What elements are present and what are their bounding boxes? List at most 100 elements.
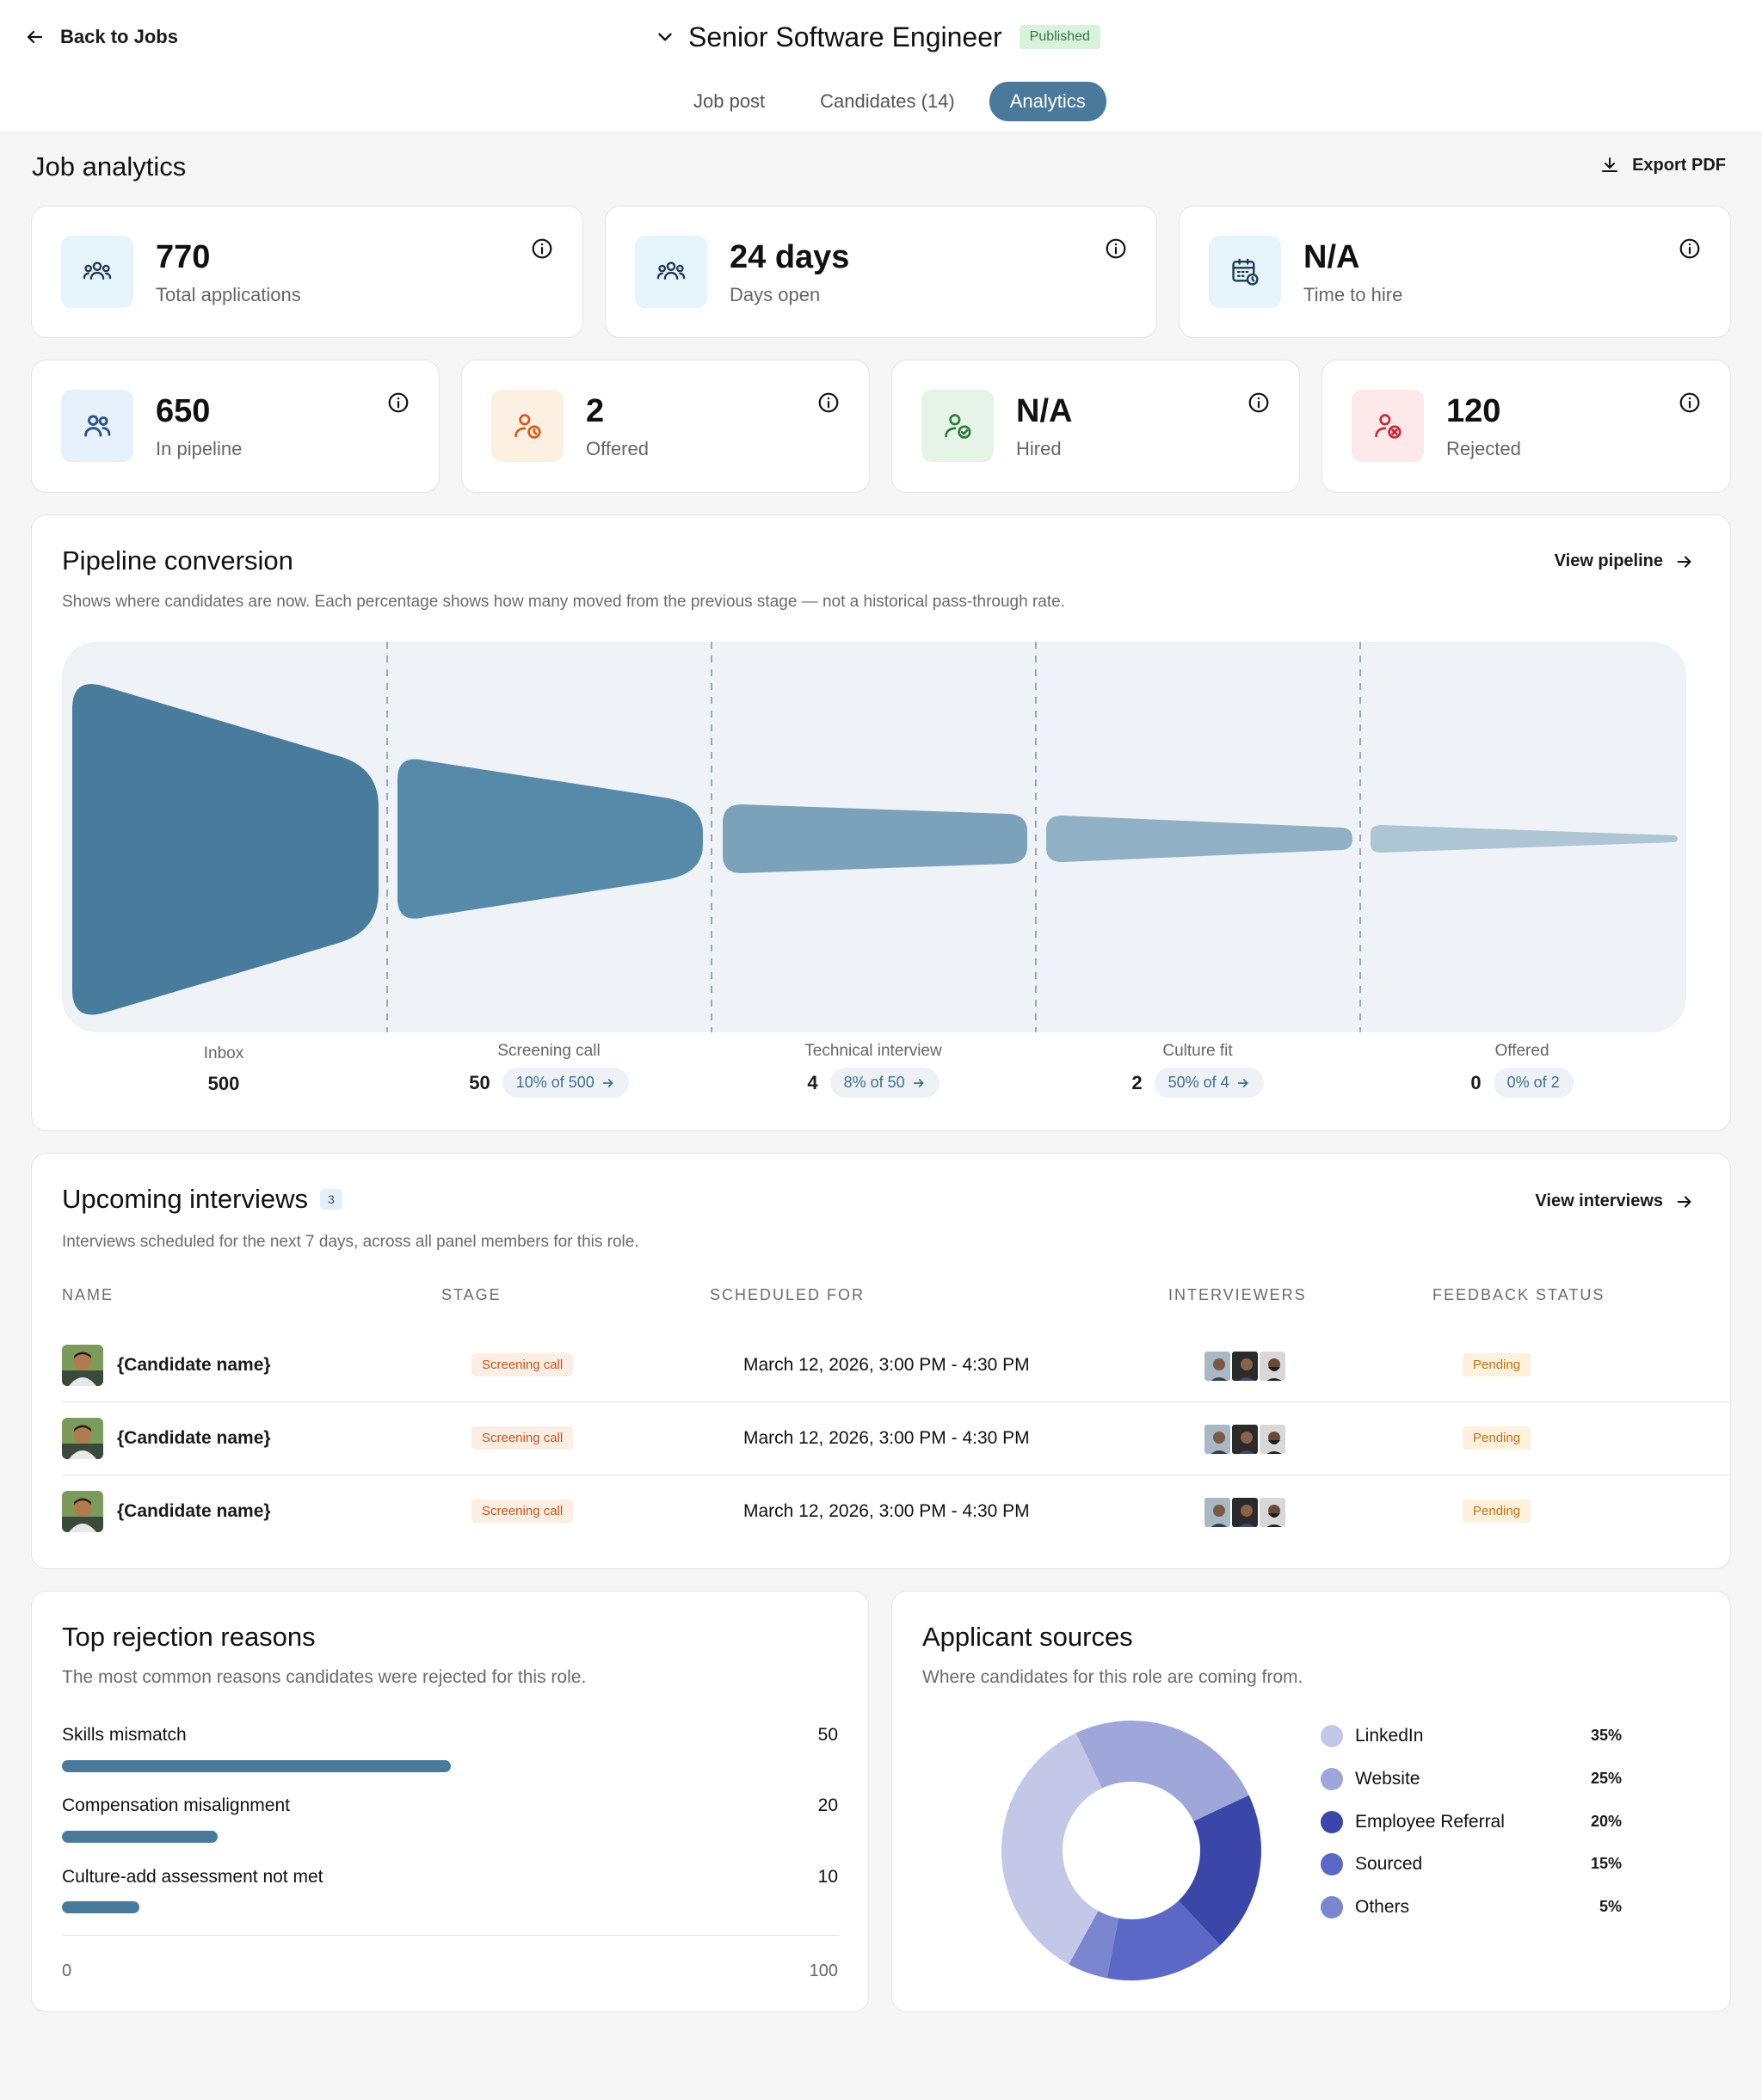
funnel-stage-inbox[interactable]	[72, 684, 379, 1015]
stat-label: Rejected	[1446, 438, 1521, 459]
tab-job-post[interactable]: Job post	[693, 90, 766, 112]
interviewer-avatar	[1203, 1350, 1232, 1383]
funnel-stage-technical-interview[interactable]	[723, 804, 1027, 873]
tab-analytics[interactable]: Analytics	[989, 82, 1106, 121]
stage-name: Offered	[1494, 1042, 1549, 1060]
table-row[interactable]: {Candidate name} Screening call March 12…	[62, 1475, 1731, 1549]
stage-badge: Screening call	[471, 1353, 574, 1376]
stage-count: 4	[807, 1071, 818, 1093]
rejection-reasons-card: Top rejection reasons The most common re…	[31, 1591, 869, 2012]
candidate-name[interactable]: {Candidate name}	[117, 1355, 271, 1375]
scheduled-time: March 12, 2026, 3:00 PM - 4:30 PM	[743, 1501, 1030, 1521]
user-clock-icon	[491, 390, 564, 462]
stage-values: 50 10% of 500	[387, 1068, 711, 1098]
funnel-stage-culture-fit[interactable]	[1046, 815, 1352, 863]
interviewer-avatars	[1203, 1496, 1287, 1529]
sources-subtitle: Where candidates for this role are comin…	[922, 1667, 1303, 1687]
back-to-jobs-link[interactable]: Back to Jobs	[24, 22, 178, 52]
legend-label: Sourced	[1355, 1854, 1423, 1874]
rejection-reason-value: 50	[817, 1725, 838, 1745]
conversion-label: 0% of 2	[1506, 1074, 1560, 1091]
view-pipeline-link[interactable]: View pipeline	[1555, 551, 1694, 571]
donut-slice-linkedin[interactable]	[1001, 1733, 1102, 1965]
legend-item: Website 25%	[1321, 1765, 1622, 1793]
column-header-name: NAME	[62, 1286, 114, 1303]
feedback-status-badge: Pending	[1463, 1500, 1531, 1523]
axis-tick-min: 0	[62, 1961, 72, 1980]
stage-name: Culture fit	[1162, 1042, 1233, 1060]
info-icon[interactable]	[1248, 391, 1270, 414]
rejection-subtitle: The most common reasons candidates were …	[62, 1667, 587, 1687]
legend-label: Employee Referral	[1355, 1812, 1505, 1832]
info-icon[interactable]	[1679, 237, 1701, 260]
conversion-pill[interactable]: 8% of 50	[829, 1068, 940, 1098]
info-icon[interactable]	[817, 391, 840, 414]
status-badge: Published	[1019, 25, 1100, 49]
conversion-label: 50% of 4	[1167, 1074, 1229, 1091]
scheduled-time: March 12, 2026, 3:00 PM - 4:30 PM	[743, 1428, 1030, 1448]
stat-label: In pipeline	[156, 438, 243, 459]
upcoming-interviews-card: Upcoming interviews 3 Interviews schedul…	[31, 1153, 1731, 1569]
column-header-stage: STAGE	[441, 1286, 502, 1303]
stage-badge: Screening call	[471, 1500, 574, 1523]
interviewer-avatar	[1258, 1496, 1287, 1529]
stage-name: Screening call	[497, 1042, 601, 1060]
rejection-bar	[62, 1901, 140, 1913]
donut-slice-others[interactable]	[1069, 1911, 1119, 1979]
stat-label: Hired	[1016, 438, 1062, 459]
stat-label: Total applications	[156, 284, 301, 305]
funnel-stage-screening-call[interactable]	[397, 759, 703, 919]
user-x-icon	[1352, 390, 1424, 462]
stat-label: Time to hire	[1303, 284, 1403, 305]
legend-value: 15%	[1590, 1855, 1622, 1872]
donut-slice-employee-referral[interactable]	[1178, 1795, 1261, 1946]
interviewer-avatars	[1203, 1423, 1287, 1456]
pipeline-subtitle: Shows where candidates are now. Each per…	[62, 593, 1065, 611]
table-row[interactable]: {Candidate name} Screening call March 12…	[62, 1402, 1731, 1475]
rejection-bar	[62, 1760, 451, 1772]
job-title: Senior Software Engineer	[688, 21, 1002, 52]
stage-count: 0	[1470, 1071, 1482, 1093]
conversion-pill[interactable]: 10% of 500	[502, 1068, 629, 1098]
interviewer-avatar	[1203, 1423, 1232, 1456]
funnel-chart	[72, 642, 1678, 1032]
applicant-sources-card: Applicant sources Where candidates for t…	[891, 1591, 1731, 2012]
arrow-left-icon	[27, 30, 43, 44]
conversion-pill[interactable]: 0% of 2	[1493, 1068, 1574, 1098]
stat-label: Offered	[586, 438, 649, 459]
donut-slice-website[interactable]	[1075, 1721, 1249, 1821]
conversion-label: 8% of 50	[843, 1074, 905, 1091]
legend-swatch	[1321, 1896, 1343, 1918]
rejection-reason-value: 10	[817, 1867, 838, 1887]
funnel-stage-offered[interactable]	[1371, 825, 1678, 853]
export-label: Export PDF	[1632, 155, 1726, 175]
arrow-right-icon	[1677, 555, 1691, 568]
stat-value: 650	[156, 393, 211, 429]
view-interviews-label: View interviews	[1535, 1192, 1663, 1210]
axis-line	[62, 1935, 840, 1936]
info-icon[interactable]	[1679, 391, 1701, 414]
stage-values: 4 8% of 50	[712, 1068, 1035, 1098]
table-row[interactable]: {Candidate name} Screening call March 12…	[62, 1329, 1731, 1402]
interviews-subtitle: Interviews scheduled for the next 7 days…	[62, 1233, 639, 1251]
view-interviews-link[interactable]: View interviews	[1535, 1192, 1694, 1211]
interviewer-avatar	[1230, 1350, 1260, 1383]
candidate-avatar	[62, 1491, 103, 1532]
stage-values: 2 50% of 4	[1036, 1068, 1359, 1098]
tab-candidates[interactable]: Candidates (14)	[820, 90, 955, 112]
info-icon[interactable]	[387, 391, 410, 414]
info-icon[interactable]	[531, 237, 553, 260]
tab-bar: Job post Candidates (14) Analytics	[673, 82, 1106, 121]
export-pdf-button[interactable]: Export PDF	[1599, 155, 1726, 176]
conversion-pill[interactable]: 50% of 4	[1154, 1068, 1264, 1098]
job-title-dropdown[interactable]: Senior Software Engineer Published	[654, 17, 1100, 57]
donut-slice-sourced[interactable]	[1106, 1900, 1221, 1980]
stat-value: 2	[586, 393, 605, 429]
legend-value: 5%	[1599, 1898, 1622, 1915]
candidate-name[interactable]: {Candidate name}	[117, 1501, 271, 1521]
legend-label: Website	[1355, 1769, 1420, 1789]
info-icon[interactable]	[1105, 237, 1127, 260]
candidate-name[interactable]: {Candidate name}	[117, 1428, 271, 1448]
axis-tick-max: 100	[809, 1961, 838, 1980]
rejection-reason-label: Culture-add assessment not met	[62, 1867, 323, 1887]
